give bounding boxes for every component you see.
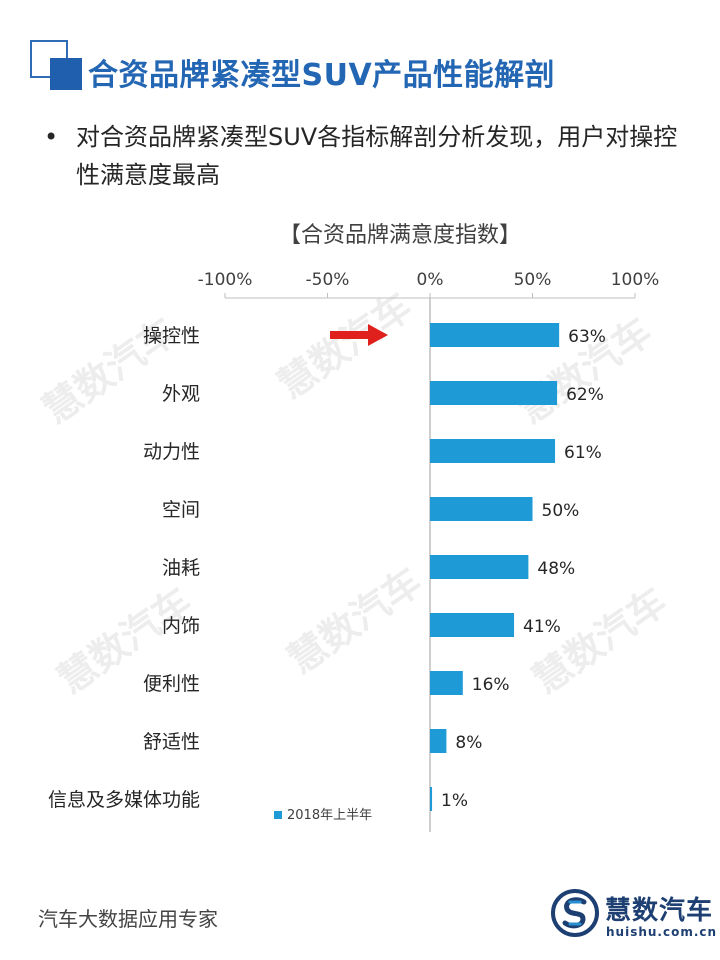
title-decoration-square [50,58,82,90]
data-label: 50% [542,501,580,521]
data-label: 62% [566,385,604,405]
category-label: 空间 [162,499,200,521]
category-label: 内饰 [162,615,200,637]
footer-tagline: 汽车大数据应用专家 [38,907,218,931]
data-label: 16% [472,675,510,695]
bar [430,671,463,695]
x-tick-label: -100% [198,270,253,290]
data-label: 1% [441,791,468,811]
bar [430,787,433,811]
data-label: 63% [568,327,606,347]
bullet-text: 对合资品牌紧凑型SUV各指标解剖分析发现，用户对操控性满意度最高 [76,123,678,189]
watermark-text: 慧数汽车 [270,284,420,407]
bar [430,439,556,463]
data-label: 61% [564,443,602,463]
chart-title: 【合资品牌满意度指数】 [279,223,521,248]
category-label: 动力性 [143,441,200,463]
watermark-text: 慧数汽车 [280,559,430,682]
data-label: 41% [523,617,561,637]
data-label: 8% [455,733,482,753]
x-tick-label: 50% [514,270,552,290]
legend-swatch [274,811,282,819]
logo-icon [551,889,599,937]
category-label: 外观 [162,383,200,405]
bullet-marker: • [44,123,59,151]
bar [430,555,529,579]
page-title: 合资品牌紧凑型SUV产品性能解剖 [88,58,556,93]
bar [430,497,533,521]
x-tick-label: 0% [417,270,444,290]
x-tick-label: -50% [306,270,350,290]
legend-label: 2018年上半年 [287,808,372,823]
category-label: 操控性 [143,325,200,347]
category-label: 舒适性 [143,731,200,753]
logo-name: 慧数汽车 [605,896,714,926]
bar [430,613,515,637]
bar [430,381,558,405]
bar [430,729,447,753]
category-label: 信息及多媒体功能 [48,789,200,811]
watermark-text: 慧数汽车 [525,579,675,702]
data-label: 48% [537,559,575,579]
bullet-point: • 对合资品牌紧凑型SUV各指标解剖分析发现，用户对操控性满意度最高 [44,118,684,194]
logo-url: huishu.com.cn [606,925,718,939]
x-tick-label: 100% [611,270,660,290]
category-label: 油耗 [162,557,200,579]
highlight-arrow-icon [330,324,388,346]
bar [430,323,560,347]
category-label: 便利性 [143,673,200,695]
